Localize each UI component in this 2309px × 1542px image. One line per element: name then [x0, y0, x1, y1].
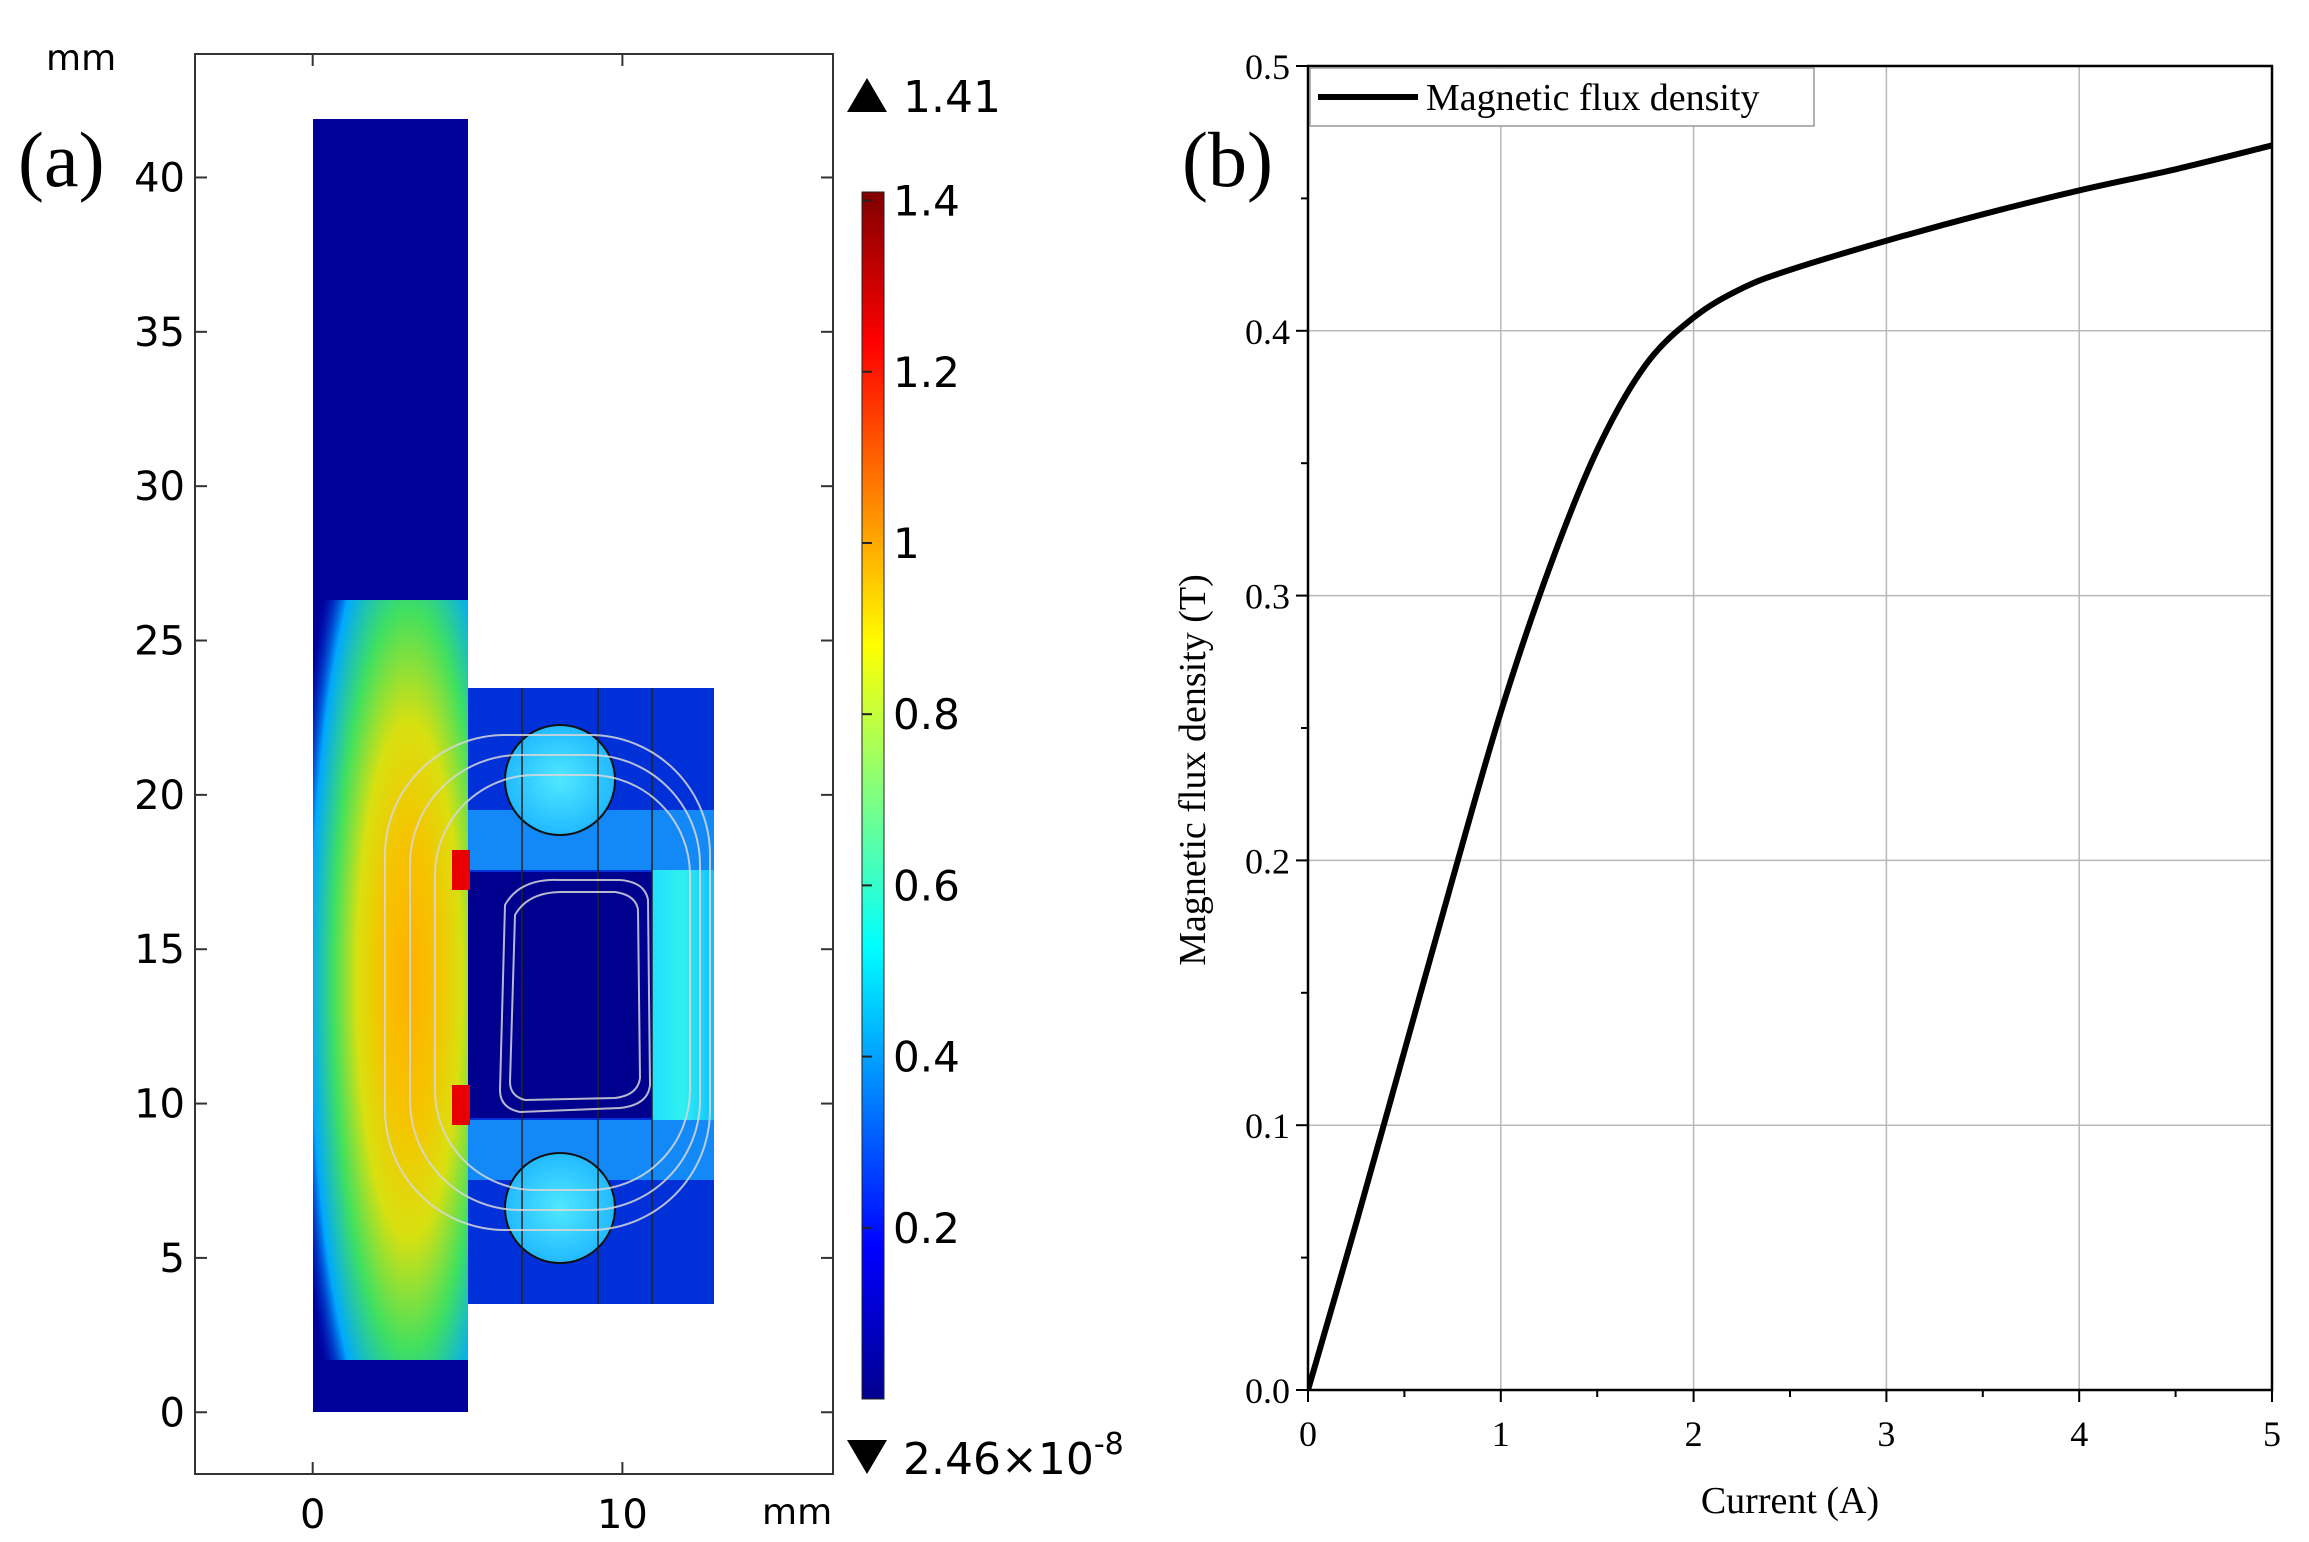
- coil-region: [468, 872, 652, 1118]
- colorbar: 1.41 0.2 0.4 0.6 0.8 1 1.2 1.4 2.46×10-8: [847, 72, 1124, 1485]
- y-tick-label: 40: [134, 155, 185, 201]
- x-tick-label: 1: [1492, 1414, 1510, 1454]
- panel-b-label: (b): [1182, 116, 1273, 203]
- colorbar-tick-label: 1: [893, 519, 920, 568]
- colorbar-ticks: 0.2 0.4 0.6 0.8 1 1.2 1.4: [862, 177, 960, 1253]
- legend-label: Magnetic flux density: [1426, 77, 1759, 119]
- panel-a-x-unit: mm: [762, 1492, 832, 1533]
- panel-a-x-axis: 0 10: [300, 54, 648, 1538]
- hotspot-upper: [452, 850, 470, 890]
- x-tick-label: 10: [597, 1492, 648, 1538]
- x-tick-label: 5: [2263, 1414, 2281, 1454]
- panel-b: (b) 0 1 2 3 4 5 0.0 0.1 0.2 0.3 0.4 0.5 Magnetic fl…: [1172, 47, 2281, 1522]
- max-triangle-icon: [847, 78, 887, 112]
- field-map: [313, 119, 714, 1412]
- panel-b-grid: [1308, 66, 2272, 1390]
- colorbar-tick-label: 0.2: [893, 1204, 960, 1253]
- x-tick-label: 4: [2070, 1414, 2088, 1454]
- y-tick-label: 30: [134, 464, 185, 510]
- panel-b-plot-frame: [1306, 64, 2274, 1392]
- min-triangle-icon: [847, 1440, 887, 1474]
- y-tick-label: 20: [134, 773, 185, 819]
- y-tick-label: 0: [160, 1390, 185, 1436]
- y-tick-label: 25: [134, 619, 185, 665]
- y-tick-label: 35: [134, 310, 185, 356]
- y-tick-label: 15: [134, 927, 185, 973]
- y-tick-label: 0.3: [1245, 577, 1290, 617]
- y-tick-label: 10: [134, 1082, 185, 1128]
- y-tick-label: 0.1: [1245, 1106, 1290, 1146]
- colorbar-tick-label: 1.4: [893, 177, 960, 226]
- field-hot-zone: [313, 600, 468, 1360]
- panel-a-y-unit: mm: [46, 38, 116, 79]
- colorbar-tick-label: 0.8: [893, 690, 960, 739]
- x-tick-label: 0: [1299, 1414, 1317, 1454]
- x-tick-label: 0: [300, 1492, 325, 1538]
- x-tick-label: 3: [1877, 1414, 1895, 1454]
- panel-a-label: (a): [18, 116, 105, 203]
- x-tick-label: 2: [1685, 1414, 1703, 1454]
- panel-b-y-label: Magnetic flux density (T): [1172, 574, 1214, 966]
- panel-b-x-label: Current (A): [1701, 1480, 1879, 1522]
- colorbar-gradient: [861, 191, 885, 1400]
- legend: Magnetic flux density: [1309, 67, 1815, 127]
- colorbar-tick-label: 0.6: [893, 861, 960, 910]
- y-tick-label: 5: [160, 1236, 185, 1282]
- y-tick-label: 0.4: [1245, 312, 1290, 352]
- y-tick-label: 0.0: [1245, 1371, 1290, 1411]
- flux-lines: [384, 734, 711, 1231]
- panel-b-ticks: 0 1 2 3 4 5 0.0 0.1 0.2 0.3 0.4 0.5: [1245, 47, 2281, 1454]
- colorbar-tick-label: 0.4: [893, 1033, 960, 1082]
- hotspot-lower: [452, 1085, 470, 1125]
- y-tick-label: 0.5: [1245, 47, 1290, 87]
- colorbar-max-label: 1.41: [903, 72, 1001, 123]
- legend-box: [1309, 67, 1815, 127]
- housing-rim-right: [652, 870, 714, 1120]
- colorbar-tick-label: 1.2: [893, 348, 960, 397]
- series-line-magnetic-flux-density: [1308, 142, 2272, 1390]
- panel-a-y-axis: 0 5 10 15 20 25 30 35 40: [134, 155, 833, 1436]
- panel-a: (a): [18, 38, 1124, 1538]
- colorbar-min-label: 2.46×10-8: [903, 1427, 1124, 1485]
- y-tick-label: 0.2: [1245, 841, 1290, 881]
